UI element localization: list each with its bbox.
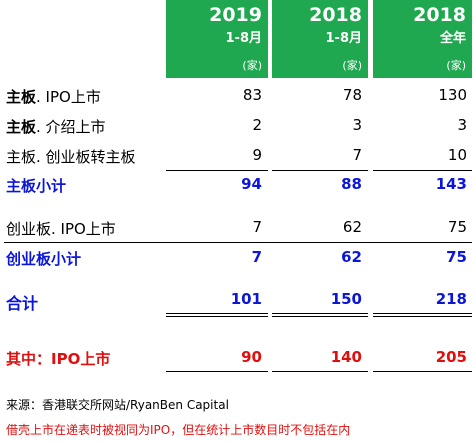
header-unit: (家) [342,59,362,72]
value-2018-jan-aug: 140 [330,348,362,366]
value-2018-jan-aug: 7 [352,146,362,164]
value-2018-full-year: 3 [457,116,467,134]
value-2018-full-year: 10 [447,146,467,164]
source-note: 来源：香港联交所网站/RyanBen Capital [6,398,229,412]
value-2019-jan-aug: 9 [252,146,262,164]
header-unit: (家) [242,59,262,72]
total-row: 合计 101 150 218 [0,286,475,314]
table-row: 主板. IPO上市 83 78 130 [0,82,475,110]
value-2018-full-year: 143 [435,175,467,193]
subtotal-rule [166,170,268,171]
header-period: 全年 [439,31,466,46]
header-col-2019-jan-aug: 2019 1-8月 (家) [166,0,268,78]
value-2019-jan-aug: 94 [241,175,262,193]
table-row: 主板. 创业板转主板 9 7 10 [0,142,475,170]
value-2018-jan-aug: 88 [341,175,362,193]
value-2018-full-year: 75 [447,218,467,236]
highlight-rule [272,371,368,372]
row-label: 主板. IPO上市 [6,88,101,106]
row-label: 主板. 介绍上市 [6,118,106,136]
header-col-2018-jan-aug: 2018 1-8月 (家) [272,0,368,78]
value-2018-jan-aug: 78 [342,86,362,104]
value-2018-full-year: 130 [438,86,467,104]
value-2018-jan-aug: 3 [352,116,362,134]
total-double-rule [166,313,268,317]
highlight-rule [373,371,472,372]
row-label: 合计 [6,294,39,313]
row-label: 主板. 创业板转主板 [6,148,136,166]
value-2019-jan-aug: 2 [252,116,262,134]
subtotal-row: 创业板小计 7 62 75 [0,244,475,272]
value-2019-jan-aug: 83 [242,86,262,104]
value-2018-full-year: 218 [435,290,467,308]
highlight-rule [166,371,268,372]
subtotal-rule [373,170,472,171]
row-label: 其中：IPO上市 [6,350,111,368]
value-2019-jan-aug: 7 [251,248,262,266]
header-year: 2018 [413,4,466,26]
value-2018-jan-aug: 150 [330,290,362,308]
value-2018-full-year: 75 [446,248,467,266]
row-label: 主板小计 [6,177,67,195]
highlight-row: 其中：IPO上市 90 140 205 [0,344,475,372]
footnote: 借壳上市在递表时被视同为IPO，但在统计上市数目时不包括在内 [6,423,351,437]
row-label: 创业板小计 [6,250,82,268]
subtotal-rule [272,170,368,171]
subtotal-rule [4,242,472,243]
subtotal-row: 主板小计 94 88 143 [0,171,475,199]
header-unit: (家) [446,59,466,72]
total-double-rule [272,313,368,317]
header-period: 1-8月 [225,31,263,46]
total-double-rule [373,313,472,317]
header-col-2018-full-year: 2018 全年 (家) [373,0,472,78]
value-2019-jan-aug: 90 [241,348,262,366]
table-row: 创业板. IPO上市 7 62 75 [0,214,475,242]
header-period: 1-8月 [325,31,363,46]
value-2018-full-year: 205 [435,348,467,366]
value-2019-jan-aug: 7 [252,218,262,236]
table-row: 主板. 介绍上市 2 3 3 [0,112,475,140]
value-2019-jan-aug: 101 [230,290,262,308]
header-year: 2019 [209,4,262,26]
value-2018-jan-aug: 62 [341,248,362,266]
header-year: 2018 [309,4,362,26]
value-2018-jan-aug: 62 [342,218,362,236]
row-label: 创业板. IPO上市 [6,220,116,238]
